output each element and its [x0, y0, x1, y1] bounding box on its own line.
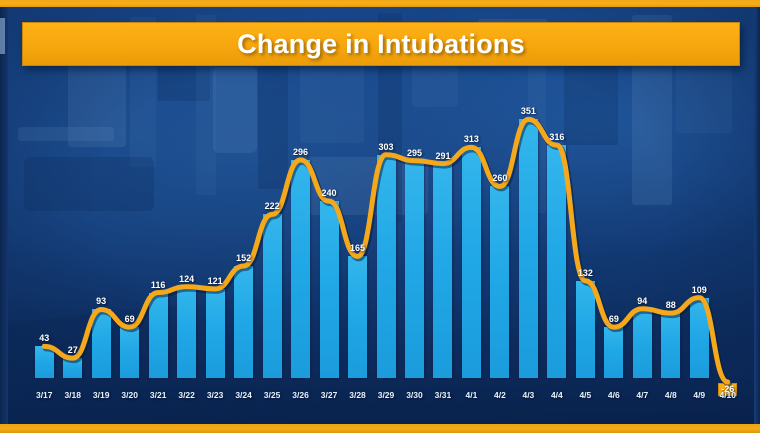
x-axis-tick-label: 3/26 [292, 390, 309, 400]
bar [291, 159, 311, 378]
bar [490, 186, 510, 378]
bar [348, 256, 368, 378]
bar-value-label: 109 [691, 284, 707, 295]
bar-value-label: 69 [608, 314, 619, 325]
x-axis-tick-label: 4/1 [465, 390, 478, 400]
bar-value-label: 316 [549, 132, 565, 143]
x-axis-tick-label: 4/10 [719, 390, 737, 400]
page-title: Change in Intubations [237, 28, 525, 59]
bar [319, 201, 339, 378]
bar [376, 154, 396, 378]
bar-value-label: 303 [378, 141, 394, 152]
x-axis-tick-label: 3/22 [178, 390, 195, 400]
bar [34, 346, 54, 378]
bar [63, 358, 83, 378]
bar-value-label: 295 [406, 147, 422, 158]
bar-value-label: 165 [350, 243, 366, 254]
bar [689, 297, 709, 378]
x-axis-tick-label: 3/31 [434, 390, 452, 400]
bar-value-label: 88 [665, 300, 676, 311]
bar-value-label: 296 [293, 146, 309, 157]
bar-series-layer [30, 72, 742, 396]
frame-top-strip [0, 0, 760, 7]
bar-value-label: 351 [520, 106, 536, 117]
bar-value-label: 93 [96, 296, 107, 307]
bar [91, 309, 111, 378]
x-axis-tick-label: 4/5 [579, 390, 592, 400]
bar-value-label: 124 [179, 273, 195, 284]
bar [547, 145, 567, 378]
frame-right-edge [754, 7, 760, 424]
bar-value-label: 313 [463, 134, 479, 145]
x-axis-tick-label: 3/25 [263, 390, 281, 400]
frame-bottom-strip [0, 424, 760, 433]
bar-value-label: 222 [264, 201, 280, 212]
bar-value-label: 291 [435, 150, 451, 161]
title-banner: Change in Intubations [22, 22, 740, 66]
x-axis-tick-label: 3/17 [35, 390, 53, 400]
bar [262, 214, 282, 378]
bar-value-label: 116 [150, 279, 166, 290]
x-axis-tick-label: 3/28 [349, 390, 366, 400]
bar-value-label: 240 [321, 188, 337, 199]
bar [404, 160, 424, 378]
bar [461, 147, 481, 378]
bar-value-label: 260 [492, 173, 508, 184]
x-axis-tick-label: 4/6 [607, 390, 620, 400]
bar [518, 119, 538, 378]
x-axis-tick-label: 3/19 [92, 390, 110, 400]
bar [234, 266, 254, 378]
frame-left-edge [0, 7, 8, 424]
bar-value-label: 43 [39, 333, 50, 344]
bar [148, 292, 168, 378]
x-axis-tick-label: 4/4 [550, 390, 563, 400]
bar [632, 308, 652, 378]
bar [177, 286, 197, 378]
x-axis-tick-label: 4/3 [522, 390, 535, 400]
bar [120, 327, 140, 378]
x-axis-tick-label: 4/9 [693, 390, 706, 400]
x-axis-tick-label: 3/20 [121, 390, 138, 400]
x-axis-tick-label: 3/18 [64, 390, 81, 400]
x-axis-tick-label: 3/29 [377, 390, 395, 400]
value-labels-layer: 43 27 93 69 116 124 121 152 222 296 240 165 303 295 29… [30, 72, 742, 394]
x-axis-labels: 3/17 3/18 3/19 3/20 3/21 3/22 3/23 3/24 3/25 3/26… [30, 382, 742, 404]
bar [433, 163, 453, 378]
x-axis-tick-label: 4/8 [664, 390, 677, 400]
bar [661, 313, 681, 378]
x-axis-tick-label: 3/21 [149, 390, 167, 400]
bar [205, 288, 225, 378]
bar-value-label: 121 [207, 275, 223, 286]
bar [604, 327, 624, 378]
bar-value-label: 132 [577, 267, 593, 278]
bar-value-label: -26 [721, 384, 735, 394]
bar-value-label: 152 [236, 253, 252, 263]
bar-value-label: 69 [124, 314, 135, 325]
x-axis-tick-label: 4/2 [493, 390, 506, 400]
chart-plot-area: 43 27 93 69 116 124 121 152 222 296 240 165 303 295 29… [30, 72, 742, 396]
frame-left-accent [0, 18, 5, 54]
trend-line-layer [30, 72, 742, 387]
bar [575, 280, 595, 378]
chart-container: 43 27 93 69 116 124 121 152 222 296 240 165 303 295 29… [8, 72, 754, 424]
x-axis-tick-label: 3/24 [235, 390, 252, 400]
x-axis-tick-label: 4/7 [636, 390, 649, 400]
x-axis-tick-label: 3/30 [406, 390, 423, 400]
bar-value-label: 27 [67, 345, 78, 356]
bar-value-label: 94 [637, 295, 648, 306]
x-axis-tick-label: 3/27 [320, 390, 338, 400]
x-axis-tick-label: 3/23 [206, 390, 224, 400]
